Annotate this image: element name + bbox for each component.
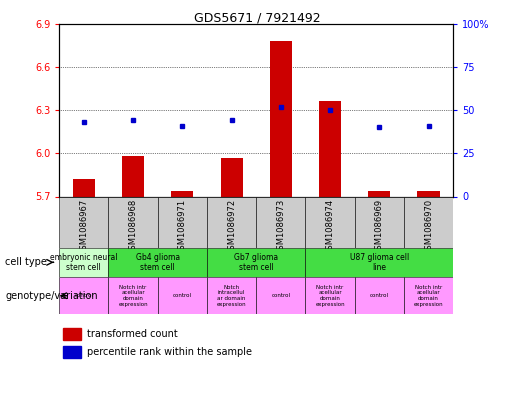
Bar	[63, 346, 81, 358]
Bar	[418, 191, 440, 196]
Bar	[171, 191, 194, 196]
Text: control: control	[74, 293, 93, 298]
Bar	[368, 191, 390, 196]
Bar	[207, 196, 256, 248]
Bar	[355, 196, 404, 248]
Text: percentile rank within the sample: percentile rank within the sample	[87, 347, 252, 357]
Bar	[109, 196, 158, 248]
Text: Notch intr
acellular
domain
expression: Notch intr acellular domain expression	[315, 285, 345, 307]
Bar	[355, 277, 404, 314]
Text: Notch
intracellul
ar domain
expression: Notch intracellul ar domain expression	[217, 285, 246, 307]
Bar	[256, 277, 305, 314]
Bar	[109, 277, 158, 314]
Text: GSM1086968: GSM1086968	[129, 199, 138, 255]
Bar	[59, 277, 109, 314]
Text: control: control	[173, 293, 192, 298]
Bar	[404, 196, 453, 248]
Text: GSM1086970: GSM1086970	[424, 199, 433, 255]
Bar	[220, 158, 243, 196]
Text: GSM1086969: GSM1086969	[375, 199, 384, 255]
Text: Gb7 glioma
stem cell: Gb7 glioma stem cell	[234, 253, 278, 272]
Text: GSM1086967: GSM1086967	[79, 199, 89, 255]
Text: U87 glioma cell
line: U87 glioma cell line	[350, 253, 409, 272]
Bar	[305, 196, 355, 248]
Text: Gb4 glioma
stem cell: Gb4 glioma stem cell	[135, 253, 180, 272]
Text: transformed count: transformed count	[87, 329, 178, 339]
Text: control: control	[271, 293, 290, 298]
Bar	[59, 248, 109, 277]
Bar	[207, 277, 256, 314]
Bar	[319, 101, 341, 196]
Text: GDS5671 / 7921492: GDS5671 / 7921492	[194, 12, 321, 25]
Bar	[158, 277, 207, 314]
Bar	[109, 248, 207, 277]
Text: genotype/variation: genotype/variation	[5, 291, 98, 301]
Text: control: control	[370, 293, 389, 298]
Text: GSM1086972: GSM1086972	[227, 199, 236, 255]
Bar	[59, 196, 109, 248]
Text: GSM1086973: GSM1086973	[277, 199, 285, 255]
Bar	[256, 196, 305, 248]
Bar	[404, 277, 453, 314]
Bar	[207, 248, 305, 277]
Bar	[158, 196, 207, 248]
Text: embryonic neural
stem cell: embryonic neural stem cell	[50, 253, 117, 272]
Bar	[63, 328, 81, 340]
Text: Notch intr
acellular
domain
expression: Notch intr acellular domain expression	[414, 285, 443, 307]
Bar	[270, 41, 292, 196]
Bar	[305, 248, 453, 277]
Text: GSM1086971: GSM1086971	[178, 199, 187, 255]
Bar	[122, 156, 144, 196]
Text: cell type: cell type	[5, 257, 47, 267]
Bar	[73, 179, 95, 196]
Text: Notch intr
acellular
domain
expression: Notch intr acellular domain expression	[118, 285, 148, 307]
Text: GSM1086974: GSM1086974	[325, 199, 335, 255]
Bar	[305, 277, 355, 314]
